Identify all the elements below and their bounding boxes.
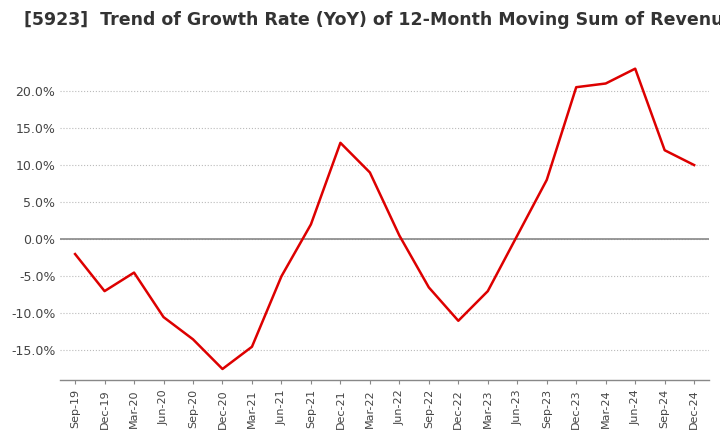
Title: [5923]  Trend of Growth Rate (YoY) of 12-Month Moving Sum of Revenues: [5923] Trend of Growth Rate (YoY) of 12-… (24, 11, 720, 29)
